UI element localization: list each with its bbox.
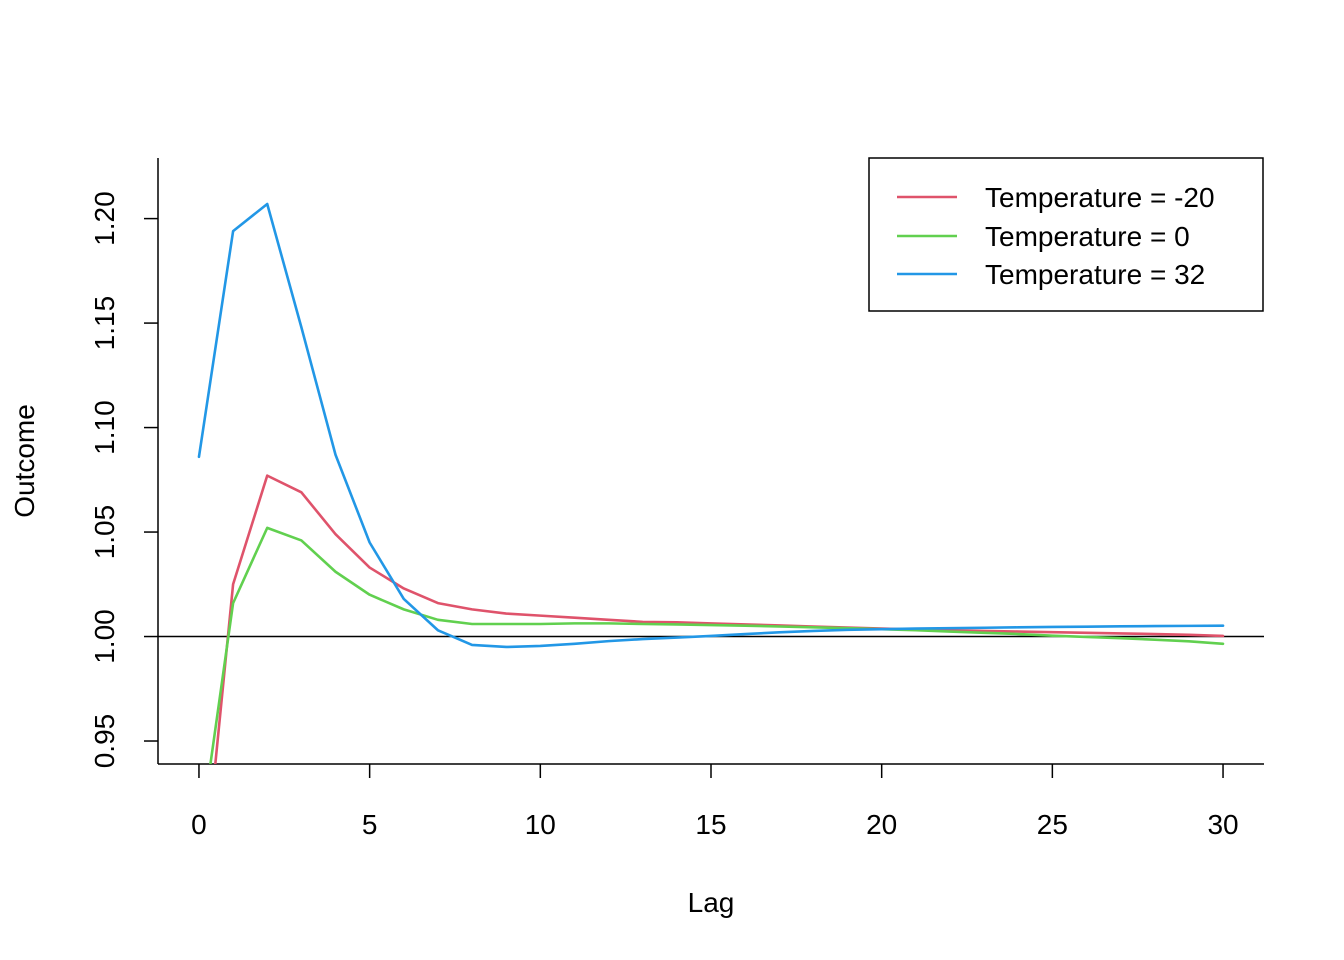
y-tick-label: 1.00 [89,609,120,664]
y-tick-label: 1.10 [89,400,120,455]
legend-label-0: Temperature = -20 [985,182,1215,213]
x-tick-label: 0 [191,809,207,840]
y-axis-title: Outcome [9,404,40,518]
y-tick-label: 1.15 [89,296,120,351]
y-tick-label: 1.05 [89,505,120,560]
series-lines [197,202,1225,764]
x-axis-title: Lag [688,887,735,918]
y-tick-label: 0.95 [89,714,120,769]
series-line-0 [213,474,1225,764]
x-tick-label: 5 [362,809,378,840]
legend: Temperature = -20 Temperature = 0 Temperat… [868,157,1264,312]
legend-label-2: Temperature = 32 [985,259,1205,290]
legend-label-1: Temperature = 0 [985,221,1190,252]
series-line-1 [209,526,1225,764]
x-tick-label: 30 [1207,809,1238,840]
legend-box [868,157,1264,312]
y-axis-ticks: 0.95 1.00 1.05 1.10 1.15 1.20 [89,191,158,768]
x-tick-label: 15 [695,809,726,840]
y-tick-label: 1.20 [89,191,120,246]
x-tick-label: 20 [866,809,897,840]
x-axis-ticks: 0 5 10 15 20 25 30 [191,764,1239,840]
x-tick-label: 10 [525,809,556,840]
x-tick-label: 25 [1037,809,1068,840]
series-line-2 [197,202,1225,649]
